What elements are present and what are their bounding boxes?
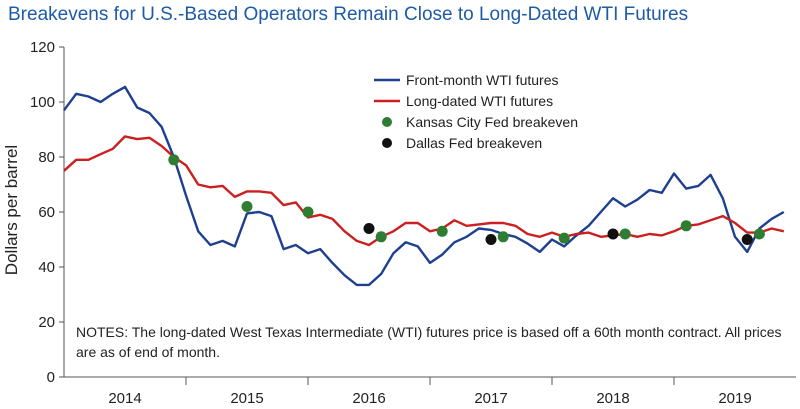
legend-dot-swatch: [382, 117, 392, 127]
axes-group: 0 20 40 60 80 100 120 2014 2015 2016 2017 2018 2019: [30, 39, 796, 407]
y-tick-label: 0: [47, 369, 55, 386]
series-lines: [63, 85, 785, 287]
y-tick-label: 40: [38, 259, 55, 276]
kc-fed-point: [558, 232, 570, 244]
y-tick-label: 60: [38, 204, 55, 221]
kc-fed-point: [302, 206, 314, 218]
dallas-fed-point: [607, 228, 619, 240]
x-tick-label: 2018: [596, 390, 629, 407]
kc-fed-point: [753, 228, 765, 240]
y-tick-label: 100: [30, 94, 55, 111]
legend-dot-swatch: [382, 138, 392, 148]
dallas-fed-point: [363, 223, 375, 234]
dallas-fed-point: [741, 234, 753, 245]
dallas-fed-point: [485, 234, 497, 245]
x-tick-label: 2019: [718, 390, 751, 407]
kc-fed-point: [375, 231, 387, 243]
legend-label: Dallas Fed breakeven: [406, 135, 542, 151]
long-dated-line: [63, 135, 785, 247]
legend-label: Kansas City Fed breakeven: [406, 114, 578, 130]
legend: Front-month WTI futures Long-dated WTI fu…: [374, 72, 578, 151]
breakeven-dots: [168, 154, 765, 245]
y-tick-label: 120: [30, 39, 55, 56]
legend-label: Front-month WTI futures: [406, 72, 558, 88]
y-axis-label: Dollars per barrel: [2, 145, 21, 275]
x-tick-label: 2016: [352, 390, 385, 407]
kc-fed-point: [241, 201, 253, 212]
chart-title: Breakevens for U.S.-Based Operators Rema…: [8, 4, 689, 25]
y-tick-label: 20: [38, 314, 55, 331]
front-month-line: [63, 85, 785, 287]
kc-fed-point: [619, 228, 631, 240]
legend-label: Long-dated WTI futures: [406, 93, 553, 109]
x-tick-label: 2014: [108, 390, 141, 407]
y-tick-label: 80: [38, 149, 55, 166]
chart-notes: NOTES: The long-dated West Texas Interme…: [76, 324, 782, 360]
kc-fed-point: [680, 220, 692, 232]
kc-fed-point: [436, 225, 448, 237]
kc-fed-point: [497, 231, 509, 243]
kc-fed-point: [168, 154, 180, 166]
x-tick-label: 2017: [474, 390, 507, 407]
x-tick-label: 2015: [230, 390, 263, 407]
